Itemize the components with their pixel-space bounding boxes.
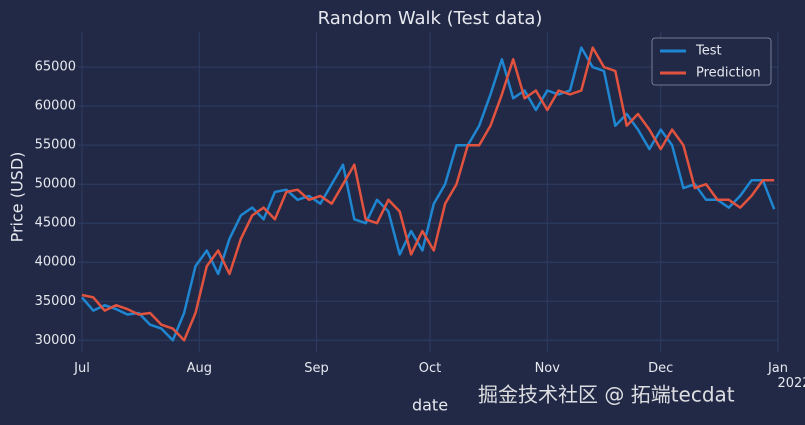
y-tick-label: 65000: [35, 60, 76, 75]
y-tick-label: 30000: [35, 333, 76, 348]
series-line: [81, 46, 776, 342]
x-tick-label: Nov: [535, 361, 561, 376]
x-tick-label: Dec: [648, 361, 673, 376]
x-tick-label: Jul: [73, 361, 90, 376]
y-tick-label: 45000: [35, 216, 76, 231]
x-tick-label: Sep: [304, 361, 329, 376]
y-tick-label: 60000: [35, 99, 76, 114]
x-axis-label: date: [412, 396, 448, 415]
y-tick-label: 55000: [35, 138, 76, 153]
y-tick-label: 50000: [35, 177, 76, 192]
chart-title: Random Walk (Test data): [318, 8, 543, 29]
legend-label: Test: [695, 44, 722, 59]
y-tick-label: 40000: [35, 255, 76, 270]
x-tick-label: Jan2022: [767, 361, 805, 391]
x-tick-label: Oct: [419, 361, 441, 376]
x-tick-label: Aug: [187, 361, 212, 376]
y-tick-label: 35000: [35, 294, 76, 309]
legend-label: Prediction: [696, 66, 761, 81]
series-line: [81, 46, 775, 342]
watermark: 掘金技术社区 @ 拓端tecdat: [478, 383, 735, 407]
y-axis-label: Price (USD): [8, 152, 27, 243]
